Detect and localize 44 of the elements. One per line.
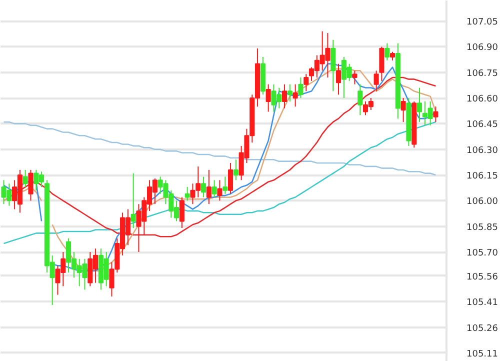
y-tick-label: 106.90 [466,43,498,54]
candlestick [206,169,212,205]
candlestick [22,169,28,188]
candlestick [217,180,222,202]
candlestick [266,84,271,112]
candlestick [222,176,228,194]
candlestick [336,63,342,96]
y-tick-label: 105.70 [466,248,498,258]
y-tick-label: 106.75 [466,68,498,79]
y-tick-label: 105.56 [466,272,498,282]
candlestick [374,70,379,92]
candlestick [330,39,336,92]
y-tick-label: 106.45 [466,120,498,130]
candlestick [200,176,206,198]
candlestick [416,87,422,122]
y-tick-label: 105.26 [466,324,498,334]
y-tick-label: 106.00 [466,197,498,208]
y-tick-label: 105.41 [466,298,498,308]
y-tick-label: 105.11 [466,349,498,360]
candlestick [292,84,298,108]
candlestick [384,42,390,61]
candlestick [400,98,406,122]
candlestick [304,74,309,92]
line-series [3,121,436,244]
candlestick [179,196,184,229]
candlestick [287,84,292,102]
line-series [3,121,436,176]
candlestick [358,84,363,116]
candlestick [282,84,288,109]
y-tick-label: 105.85 [466,222,498,233]
y-tick-label: 106.60 [466,94,498,105]
y-tick-label: 107.05 [466,18,498,28]
candlestick [228,162,234,194]
y-tick-label: 106.15 [466,172,498,182]
candlestick [352,70,358,85]
candlestick [28,169,34,202]
candlestick [212,180,217,198]
candlestick [379,46,384,82]
candlestick [184,186,190,202]
candlestick [433,106,438,122]
candlestick [130,172,136,229]
y-tick-label: 106.30 [466,146,498,156]
candlestick [233,159,238,181]
candlestick [298,76,304,99]
